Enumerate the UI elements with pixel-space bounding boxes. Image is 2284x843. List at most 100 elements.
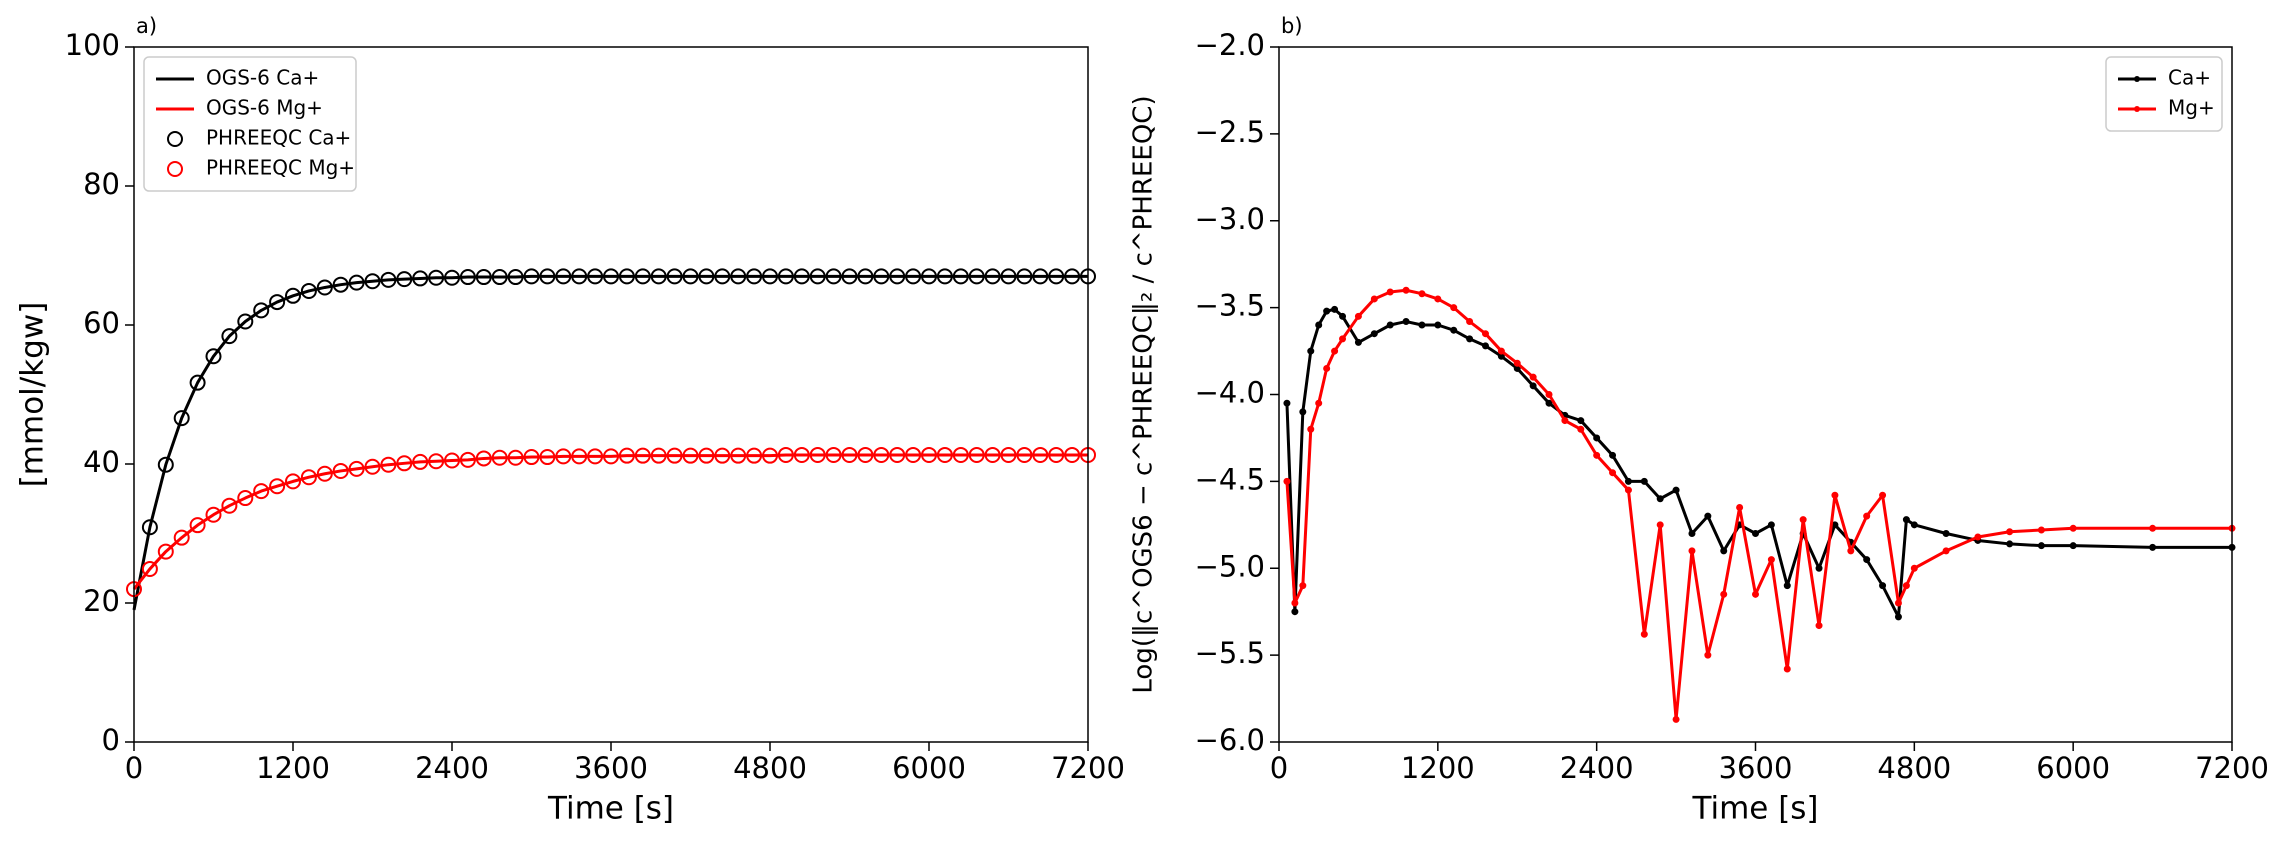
data-point	[205, 348, 222, 365]
x-tick-label: 6000	[2036, 751, 2110, 785]
data-point	[714, 447, 731, 464]
data-point	[157, 543, 174, 560]
data-dot	[1307, 347, 1315, 355]
data-point	[936, 446, 953, 463]
data-point	[841, 268, 858, 285]
x-tick-label: 7200	[2195, 751, 2269, 785]
data-point	[491, 269, 508, 286]
data-point	[650, 268, 667, 285]
x-tick-label: 3600	[1719, 751, 1793, 785]
data-point	[459, 269, 476, 286]
x-tick-label: 4800	[1877, 751, 1951, 785]
data-point	[634, 447, 651, 464]
y-tick-label: −3.5	[1195, 289, 1265, 323]
data-dot	[1577, 425, 1585, 433]
x-axis-label: Time [s]	[1691, 791, 1818, 827]
y-tick-label: −4.5	[1195, 462, 1265, 496]
data-dot	[1609, 451, 1617, 459]
data-dot	[1354, 338, 1362, 346]
data-dot	[1624, 477, 1632, 485]
data-point	[873, 268, 890, 285]
data-point	[412, 453, 429, 470]
data-point	[380, 456, 397, 473]
data-dot	[1974, 533, 1982, 541]
y-tick-label: −3.0	[1195, 202, 1265, 236]
data-dot	[1299, 582, 1307, 590]
data-dot	[1640, 630, 1648, 638]
data-dot	[1529, 382, 1537, 390]
x-tick-label: 0	[125, 751, 143, 785]
legend-label: PHREEQC Ca+	[206, 126, 351, 150]
data-point	[491, 449, 508, 466]
data-dot	[1593, 451, 1601, 459]
data-point	[316, 279, 333, 296]
data-dot	[1894, 599, 1902, 607]
plot-frame	[133, 46, 1089, 743]
data-point	[459, 451, 476, 468]
y-tick-label: 60	[83, 306, 120, 340]
data-dot	[1283, 399, 1291, 407]
data-point	[444, 452, 460, 469]
data-dot	[2037, 526, 2045, 534]
data-point	[825, 268, 842, 285]
data-point	[603, 268, 619, 285]
data-dot	[1720, 547, 1728, 555]
data-point	[189, 517, 206, 534]
data-dot	[1847, 547, 1855, 555]
data-point	[714, 268, 731, 285]
data-dot	[2069, 542, 2077, 550]
data-point	[777, 446, 794, 463]
data-point	[396, 455, 413, 472]
data-point	[221, 328, 238, 345]
data-dot	[1323, 307, 1331, 315]
data-point	[141, 560, 158, 577]
data-point	[825, 446, 842, 463]
legend-marker	[167, 161, 183, 177]
y-axis-label: Log(‖c^OGS6 − c^PHREEQC‖₂ / c^PHREEQC)	[1129, 95, 1159, 693]
data-point	[762, 447, 778, 464]
data-point	[141, 519, 158, 536]
data-point	[952, 446, 969, 463]
data-dot	[1513, 359, 1521, 367]
data-dot	[1545, 391, 1553, 398]
data-point	[889, 446, 906, 463]
x-tick-label: 6000	[892, 751, 966, 785]
data-point	[364, 273, 381, 290]
data-point	[1032, 446, 1049, 463]
legend-label: Mg+	[2168, 96, 2215, 120]
data-point	[889, 268, 906, 285]
data-dot	[1545, 399, 1553, 407]
data-dot	[1815, 564, 1823, 572]
data-dot	[1315, 399, 1323, 407]
data-dot	[1704, 512, 1712, 520]
data-point	[364, 458, 381, 475]
data-point	[777, 268, 794, 285]
data-point	[857, 446, 874, 463]
data-dot	[2006, 540, 2014, 548]
data-point	[984, 446, 1001, 463]
data-point	[603, 448, 619, 465]
data-dot	[1799, 516, 1807, 524]
data-point	[332, 276, 349, 293]
x-tick-label: 4800	[733, 751, 807, 785]
data-point	[1016, 268, 1033, 285]
data-dot	[1831, 491, 1839, 499]
data-dot	[1767, 521, 1775, 529]
y-tick-label: −5.0	[1195, 549, 1265, 583]
data-dot	[1863, 512, 1871, 520]
data-dot	[1386, 321, 1394, 329]
data-point	[205, 506, 222, 523]
data-point	[809, 268, 826, 285]
data-point	[332, 462, 349, 479]
data-dot	[1331, 305, 1339, 313]
data-point	[618, 447, 635, 464]
data-point	[857, 268, 874, 285]
data-dot	[1418, 321, 1426, 329]
data-point	[968, 446, 985, 463]
data-dot	[1736, 503, 1744, 511]
data-dot	[1910, 564, 1918, 572]
data-dot	[1307, 425, 1315, 433]
data-dot	[1902, 582, 1910, 590]
data-point	[1032, 268, 1049, 285]
